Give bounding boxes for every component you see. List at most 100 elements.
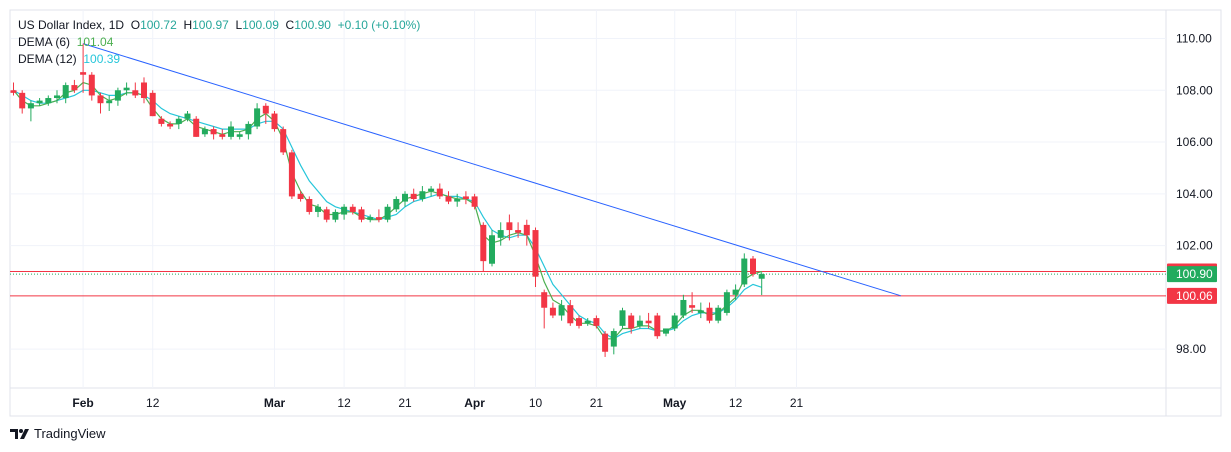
- candle-body[interactable]: [141, 82, 147, 99]
- legend-dema12-row[interactable]: DEMA (12) 100.39: [18, 51, 420, 68]
- candle-body[interactable]: [280, 129, 287, 153]
- candle-body[interactable]: [184, 113, 191, 119]
- candle-body[interactable]: [549, 307, 556, 316]
- candle-body[interactable]: [332, 211, 339, 220]
- candle-body[interactable]: [315, 206, 321, 212]
- candle-body[interactable]: [758, 274, 765, 279]
- legend-dema12-label: DEMA (12): [18, 52, 77, 66]
- trendline[interactable]: [82, 43, 902, 297]
- candle-body[interactable]: [27, 103, 34, 109]
- candle-body[interactable]: [71, 85, 78, 91]
- candle-body[interactable]: [254, 108, 261, 127]
- candle-body[interactable]: [54, 95, 60, 99]
- legend-symbol[interactable]: US Dollar Index, 1D: [18, 18, 125, 32]
- candle-body[interactable]: [19, 92, 26, 109]
- candle-body[interactable]: [36, 100, 43, 104]
- candle-body[interactable]: [750, 258, 756, 275]
- x-tick-label: 12: [146, 396, 160, 410]
- candle-body[interactable]: [715, 307, 722, 321]
- candle-body[interactable]: [341, 206, 348, 215]
- candle-body[interactable]: [410, 193, 417, 199]
- candle-body[interactable]: [645, 320, 652, 324]
- candle-body[interactable]: [106, 100, 113, 104]
- candle-body[interactable]: [428, 188, 435, 192]
- candle-body[interactable]: [271, 113, 278, 130]
- legend-low-value: 100.09: [242, 18, 279, 32]
- candle-body[interactable]: [297, 193, 304, 199]
- legend-dema6-row[interactable]: DEMA (6) 101.04: [18, 34, 420, 51]
- candle-body[interactable]: [628, 315, 635, 329]
- candle-body[interactable]: [541, 292, 548, 308]
- candle-body[interactable]: [741, 258, 748, 285]
- candle-body[interactable]: [506, 222, 513, 231]
- last-price-label-tag: [1167, 266, 1217, 283]
- candle-body[interactable]: [602, 333, 609, 352]
- candle-body[interactable]: [419, 191, 426, 199]
- candle-body[interactable]: [393, 199, 400, 210]
- candle-body[interactable]: [619, 310, 626, 326]
- candle-body[interactable]: [654, 315, 661, 337]
- candle-body[interactable]: [193, 118, 200, 137]
- candle-body[interactable]: [45, 98, 52, 104]
- candle-body[interactable]: [367, 217, 374, 220]
- candle-body[interactable]: [149, 92, 156, 117]
- candle-body[interactable]: [567, 305, 574, 324]
- candle-body[interactable]: [288, 152, 295, 197]
- candle-body[interactable]: [663, 328, 669, 334]
- candle-body[interactable]: [349, 206, 356, 212]
- candle-body[interactable]: [80, 72, 87, 75]
- tradingview-branding[interactable]: TradingView: [10, 426, 106, 441]
- candle-body[interactable]: [219, 134, 226, 137]
- x-tick-label: May: [663, 396, 687, 410]
- candle-body[interactable]: [228, 126, 234, 137]
- candle-body[interactable]: [697, 310, 704, 313]
- candle-body[interactable]: [471, 196, 478, 207]
- candle-body[interactable]: [175, 118, 182, 124]
- candle-body[interactable]: [532, 230, 539, 277]
- candle-body[interactable]: [454, 199, 461, 202]
- candle-body[interactable]: [210, 129, 217, 135]
- candle-body[interactable]: [114, 90, 121, 101]
- candle-body[interactable]: [62, 85, 69, 99]
- candle-body[interactable]: [593, 318, 600, 326]
- candle-body[interactable]: [97, 95, 104, 104]
- candle-body[interactable]: [497, 230, 504, 238]
- candle-body[interactable]: [636, 320, 643, 326]
- candle-body[interactable]: [384, 206, 391, 220]
- candle-body[interactable]: [167, 123, 174, 127]
- candle-body[interactable]: [158, 118, 165, 124]
- candle-body[interactable]: [123, 87, 130, 91]
- candle-body[interactable]: [584, 320, 591, 324]
- candle-body[interactable]: [306, 199, 313, 212]
- candle-body[interactable]: [375, 217, 382, 220]
- candle-body[interactable]: [576, 318, 582, 326]
- candle-body[interactable]: [489, 235, 495, 264]
- candle-body[interactable]: [132, 90, 139, 96]
- candle-body[interactable]: [689, 305, 696, 308]
- candle-body[interactable]: [723, 292, 730, 313]
- candle-body[interactable]: [671, 315, 678, 329]
- candle-body[interactable]: [358, 209, 365, 220]
- candle-body[interactable]: [480, 224, 487, 262]
- candle-body[interactable]: [245, 123, 252, 135]
- candle-body[interactable]: [610, 331, 617, 347]
- candle-body[interactable]: [402, 193, 408, 202]
- candle-body[interactable]: [10, 90, 17, 93]
- candle-body[interactable]: [88, 74, 95, 96]
- candle-body[interactable]: [262, 105, 269, 114]
- candle-body[interactable]: [523, 224, 530, 236]
- candle-body[interactable]: [445, 196, 452, 202]
- candle-body[interactable]: [680, 299, 687, 316]
- candle-body[interactable]: [201, 129, 208, 135]
- candle-body[interactable]: [462, 196, 469, 199]
- candle-body[interactable]: [236, 134, 243, 137]
- candle-body[interactable]: [436, 188, 443, 197]
- x-tick-label: 10: [529, 396, 543, 410]
- candle-body[interactable]: [323, 209, 330, 220]
- candle-body[interactable]: [706, 307, 713, 321]
- candle-body[interactable]: [558, 305, 565, 316]
- candle-body[interactable]: [515, 230, 522, 233]
- candle-body[interactable]: [732, 289, 739, 295]
